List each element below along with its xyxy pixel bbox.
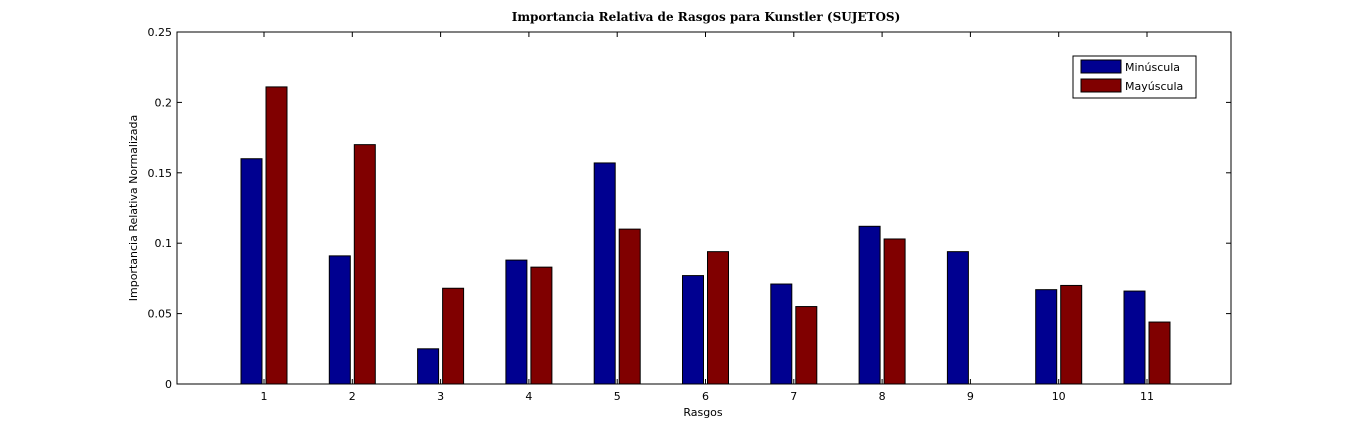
bar-minuscula-6	[682, 275, 704, 385]
bar-mayuscula-5	[618, 228, 641, 385]
bar-minuscula-3	[417, 348, 440, 385]
bars-group	[240, 86, 1171, 385]
bar-mayuscula-7	[795, 306, 818, 385]
legend: Minúscula Mayúscula	[1072, 55, 1197, 99]
bar-mayuscula-2	[353, 144, 376, 385]
y-tick-label: 0.2	[155, 96, 173, 109]
bar-mayuscula-1	[265, 86, 288, 385]
bar-mayuscula-6	[707, 251, 729, 385]
x-tick-label: 1	[261, 390, 268, 403]
chart-title: Importancia Relativa de Rasgos para Kuns…	[512, 10, 901, 24]
x-axis-label: Rasgos	[683, 406, 723, 419]
x-axis: 1 2 3 4 5 6 7 8 9 10 11	[261, 32, 1154, 403]
bar-minuscula-9	[946, 251, 969, 385]
x-tick-label: 2	[349, 390, 356, 403]
x-tick-label: 6	[702, 390, 709, 403]
bar-minuscula-10	[1035, 289, 1058, 385]
legend-swatch	[1080, 59, 1122, 74]
bar-mayuscula-4	[530, 266, 553, 385]
bar-minuscula-2	[328, 255, 351, 385]
bar-minuscula-4	[505, 259, 528, 385]
y-tick-label: 0.1	[155, 237, 173, 250]
x-tick-label: 5	[614, 390, 621, 403]
bar-mayuscula-3	[442, 287, 465, 385]
y-tick-label: 0.15	[148, 167, 173, 180]
x-tick-label: 9	[967, 390, 974, 403]
bar-mayuscula-10	[1060, 284, 1083, 385]
x-tick-label: 11	[1140, 390, 1154, 403]
y-tick-label: 0.05	[148, 308, 173, 321]
legend-label: Mayúscula	[1125, 80, 1183, 93]
x-tick-label: 4	[525, 390, 532, 403]
y-axis-label: Importancia Relativa Normalizada	[127, 115, 140, 301]
legend-label: Minúscula	[1125, 61, 1180, 74]
legend-swatch	[1080, 78, 1122, 93]
y-axis: 0 0.05 0.1 0.15 0.2 0.25	[148, 26, 1231, 391]
y-tick-label: 0	[165, 378, 172, 391]
x-tick-label: 3	[437, 390, 444, 403]
x-tick-label: 7	[790, 390, 797, 403]
x-tick-label: 8	[879, 390, 886, 403]
y-tick-label: 0.25	[148, 26, 173, 39]
bar-minuscula-8	[858, 225, 881, 385]
x-tick-label: 10	[1052, 390, 1066, 403]
bar-minuscula-7	[770, 283, 793, 385]
bar-mayuscula-11	[1148, 321, 1171, 385]
bar-mayuscula-8	[883, 238, 906, 385]
bar-minuscula-1	[240, 158, 263, 385]
bar-minuscula-5	[593, 162, 616, 385]
bar-minuscula-11	[1123, 290, 1146, 385]
